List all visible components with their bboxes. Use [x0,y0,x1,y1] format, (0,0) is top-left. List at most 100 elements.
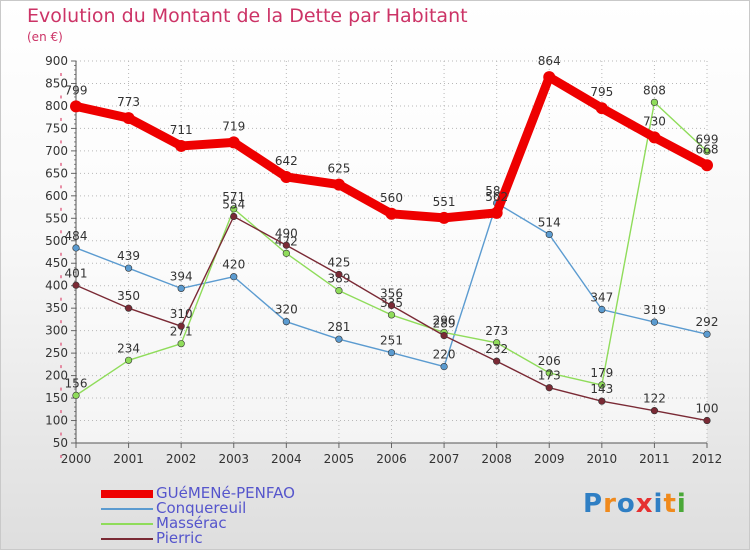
x-tick-label: 2000 [61,452,92,466]
y-tick-label: 100 [45,414,68,428]
x-tick-label: 2011 [639,452,670,466]
data-label: 289 [433,317,456,331]
data-point [280,170,293,183]
data-point [177,322,185,330]
x-tick-label: 2005 [324,452,355,466]
data-point [703,330,711,338]
y-tick-label: 850 [45,76,68,90]
data-point [703,416,711,425]
plot-area [76,61,707,443]
data-label: 730 [643,114,666,128]
logo-letter: o [616,489,636,519]
data-label: 234 [117,341,140,355]
y-tick-label: 700 [45,144,68,158]
data-point [385,207,398,220]
data-point [230,205,238,213]
data-label: 206 [538,354,561,368]
data-label: 425 [327,255,350,269]
data-point [545,230,553,239]
data-point [177,340,185,348]
data-point [650,407,659,415]
legend-swatch [101,537,153,540]
data-point [177,284,185,293]
data-point [545,384,553,392]
data-label: 484 [65,229,88,243]
data-label: 156 [65,376,88,390]
data-point [598,397,606,405]
chart-title: Evolution du Montant de la Dette par Hab… [27,5,468,27]
data-point [490,206,503,219]
x-tick-label: 2004 [271,452,302,466]
data-label: 179 [590,366,613,380]
data-label: 296 [433,313,456,327]
y-tick-label: 500 [45,234,68,248]
x-tick-label: 2001 [113,452,144,466]
y-tick-label: 300 [45,324,68,338]
data-point [230,273,238,281]
data-label: 320 [275,303,298,317]
data-point [440,331,448,340]
data-point [282,318,290,326]
data-label: 711 [170,123,193,137]
data-point [282,241,290,249]
data-point [335,287,343,295]
data-point [124,356,133,364]
y-tick-label: 650 [45,166,68,180]
legend-swatch [101,522,153,525]
y-tick-label: 400 [45,279,68,293]
legend-label: Pierric [156,529,203,547]
logo-letter: r [603,489,617,519]
y-tick-label: 150 [45,391,68,405]
data-point [72,281,80,289]
data-label: 864 [538,54,561,68]
legend-item: Pierric [101,531,295,546]
data-point [595,102,608,115]
data-label: 401 [65,266,88,280]
data-point [72,244,80,252]
data-label: 232 [485,342,508,356]
data-label: 389 [327,272,350,286]
data-label: 356 [380,286,403,300]
data-label: 173 [538,369,561,383]
data-label: 100 [696,402,719,416]
data-label: 347 [590,291,613,305]
data-point [335,335,343,343]
data-point [335,270,343,279]
legend-label: GUéMENé-PENFAO [156,484,295,502]
data-point [493,339,501,347]
y-tick-label: 50 [53,436,68,450]
data-point [230,212,238,221]
data-point [493,357,501,365]
data-label: 271 [170,325,193,339]
data-label: 808 [643,83,666,97]
legend-item: Conquereuil [101,501,295,516]
data-label: 642 [275,154,298,168]
data-label: 699 [696,132,719,146]
data-point [703,147,711,155]
y-tick-label: 250 [45,346,68,360]
data-label: 281 [327,320,350,334]
y-tick-label: 900 [45,54,68,68]
x-tick-label: 2007 [429,452,460,466]
data-point [387,301,396,310]
data-point [598,381,606,389]
data-point [124,304,133,312]
data-label: 310 [170,307,193,321]
data-label: 795 [590,85,613,99]
data-label: 514 [538,215,561,229]
data-point [701,159,713,172]
data-label: 273 [485,324,508,338]
data-label: 560 [380,191,403,205]
y-tick-label: 450 [45,256,68,270]
x-tick-label: 2006 [376,452,407,466]
x-tick-label: 2009 [534,452,565,466]
data-point [175,139,188,152]
data-point [650,318,659,326]
data-label: 350 [117,289,140,303]
legend-swatch [101,507,153,510]
data-point [387,311,396,319]
data-point [332,178,345,191]
data-label: 625 [327,162,350,176]
